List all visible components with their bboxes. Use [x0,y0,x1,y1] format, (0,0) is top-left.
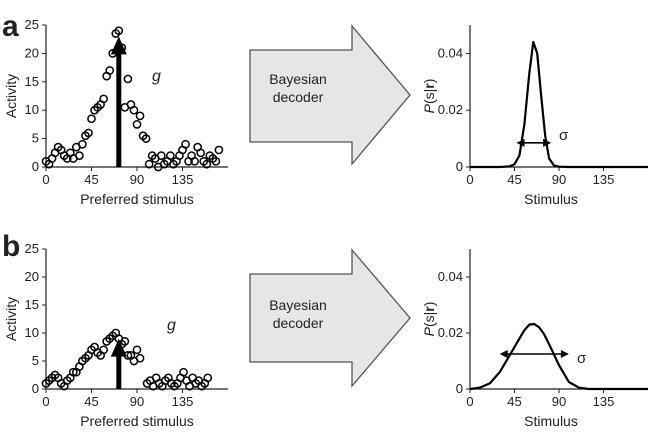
y-tick-label: 0.04 [438,269,463,284]
x-tick-label: 90 [552,172,566,187]
sigma-arrow-right-head [543,138,552,147]
neuron-point [202,159,212,169]
neuron-point [99,345,108,355]
neuron-point [84,128,93,138]
y-tick-label: 10 [25,325,39,340]
neuron-point [166,151,175,160]
chart-a-scatter: 0 45 90 135 0 5 10 15 20 25 Preferred stimulus Acti… [3,17,228,207]
y-axis-label: P(s|r) [421,79,437,114]
y-tick-label: 0 [456,381,463,396]
x-tick-label: 45 [84,172,98,187]
x-tick-label: 0 [42,172,49,187]
y-tick-label: 0 [456,159,463,174]
y-tick-label: 5 [32,131,39,146]
x-tick-label: 45 [84,394,98,409]
neuron-point [78,139,87,149]
y-axis-label: Activity [3,297,19,341]
neuron-point [114,26,124,36]
neuron-point [123,351,133,360]
x-tick-label: 45 [507,394,521,409]
y-axis-label: Activity [3,74,19,118]
decoder-arrow-b: Bayesian decoder [249,248,411,388]
decoder-arrow-a: Bayesian decoder [249,24,411,166]
x-tick-label: 90 [552,394,566,409]
chart-a-line: 0 45 90 135 0 0.02 0.04 Stimulus P(s|r) [421,25,648,207]
neuron-point [68,367,78,377]
neuron-point [132,120,142,129]
neuron-point [196,148,206,158]
neuron-point [117,43,127,53]
neuron-point [135,353,145,363]
neuron-point [87,114,96,124]
decoder-label-line2-b: decoder [273,315,324,331]
chart-b-scatter: 0 45 90 135 0 5 10 15 20 25 Preferred stimulus Acti… [3,241,228,429]
panel-letter-a: a [2,10,19,43]
posterior-curve [469,322,648,391]
y-tick-label: 10 [25,102,39,117]
x-tick-label: 90 [130,394,144,409]
sigma-arrow-left-head [516,138,525,147]
neuron-point [179,367,188,377]
gain-label-a: g [152,68,161,85]
neuron-point [99,94,108,104]
neuron-point [75,151,84,160]
decoder-label-line1-a: Bayesian [269,71,327,87]
y-tick-label: 0 [32,159,39,174]
gain-label-b: g [167,317,176,334]
y-tick-label: 20 [25,269,39,284]
decoder-label-line1-b: Bayesian [269,297,327,313]
y-tick-label: 15 [25,74,39,89]
x-tick-label: 0 [466,394,473,409]
x-tick-label: 135 [172,394,194,409]
neuron-point [156,151,166,160]
y-tick-label: 20 [25,45,39,60]
y-tick-label: 5 [32,353,39,368]
neuron-point [203,373,213,383]
y-axis-label: P(s|r) [421,302,437,337]
x-tick-label: 90 [130,172,144,187]
neuron-point [141,134,151,143]
neuron-point [135,111,145,121]
neuron-point [214,145,224,155]
x-tick-label: 0 [466,172,473,187]
x-axis-label: Stimulus [524,191,578,207]
neuron-point [120,337,130,346]
x-tick-label: 135 [593,172,615,187]
y-tick-label: 0 [32,381,39,396]
posterior-curve [470,40,648,169]
neuron-point [190,156,199,166]
sigma-arrow-right-head [560,350,569,358]
x-axis-label: Stimulus [524,413,578,429]
neuron-point [181,139,190,149]
population-vector-arrow-head [110,338,127,357]
x-tick-label: 135 [593,394,615,409]
x-axis-label: Preferred stimulus [80,413,194,429]
x-tick-label: 135 [172,172,194,187]
sigma-arrow-left-head [499,350,508,358]
neuron-point [108,49,118,58]
neuron-point [144,159,154,169]
x-axis-label: Preferred stimulus [80,191,194,207]
y-tick-label: 0.04 [438,45,463,60]
neuron-point [123,74,133,84]
chart-b-line: 0 45 90 135 0 0.02 0.04 Stimulus P(s|r) [421,249,648,429]
y-tick-label: 25 [25,17,39,32]
neuron-point [105,66,115,75]
x-tick-label: 45 [507,172,521,187]
neuron-point [129,105,139,115]
y-tick-label: 25 [25,241,39,256]
sigma-label-b: σ [577,350,587,367]
panel-letter-b: b [2,230,20,263]
decoder-label-line2-a: decoder [273,89,324,105]
sigma-label-a: σ [559,127,569,144]
x-tick-label: 0 [42,394,49,409]
y-tick-label: 0.02 [438,325,463,340]
y-tick-label: 15 [25,297,39,312]
neuron-point [211,156,221,166]
neuron-point [132,345,142,355]
y-tick-label: 0.02 [438,102,463,117]
